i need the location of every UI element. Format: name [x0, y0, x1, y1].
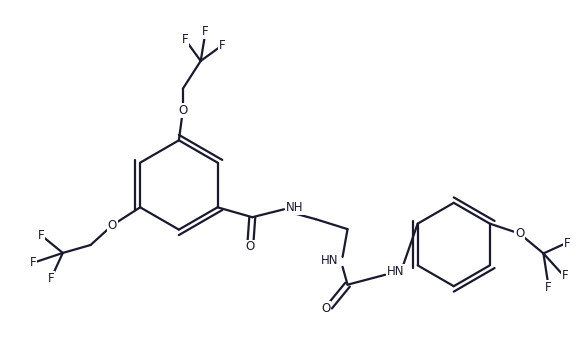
Text: NH: NH — [286, 201, 304, 214]
Text: O: O — [515, 227, 524, 240]
Text: HN: HN — [321, 254, 339, 268]
Text: F: F — [562, 269, 568, 282]
Text: F: F — [38, 228, 44, 241]
Text: O: O — [245, 240, 255, 253]
Text: O: O — [321, 302, 331, 315]
Text: HN: HN — [387, 265, 405, 278]
Text: F: F — [564, 237, 571, 250]
Text: F: F — [202, 25, 209, 38]
Text: F: F — [48, 272, 54, 285]
Text: F: F — [181, 33, 188, 46]
Text: F: F — [30, 256, 36, 269]
Text: F: F — [545, 281, 552, 294]
Text: F: F — [219, 38, 226, 51]
Text: O: O — [108, 219, 117, 232]
Text: O: O — [178, 104, 188, 117]
